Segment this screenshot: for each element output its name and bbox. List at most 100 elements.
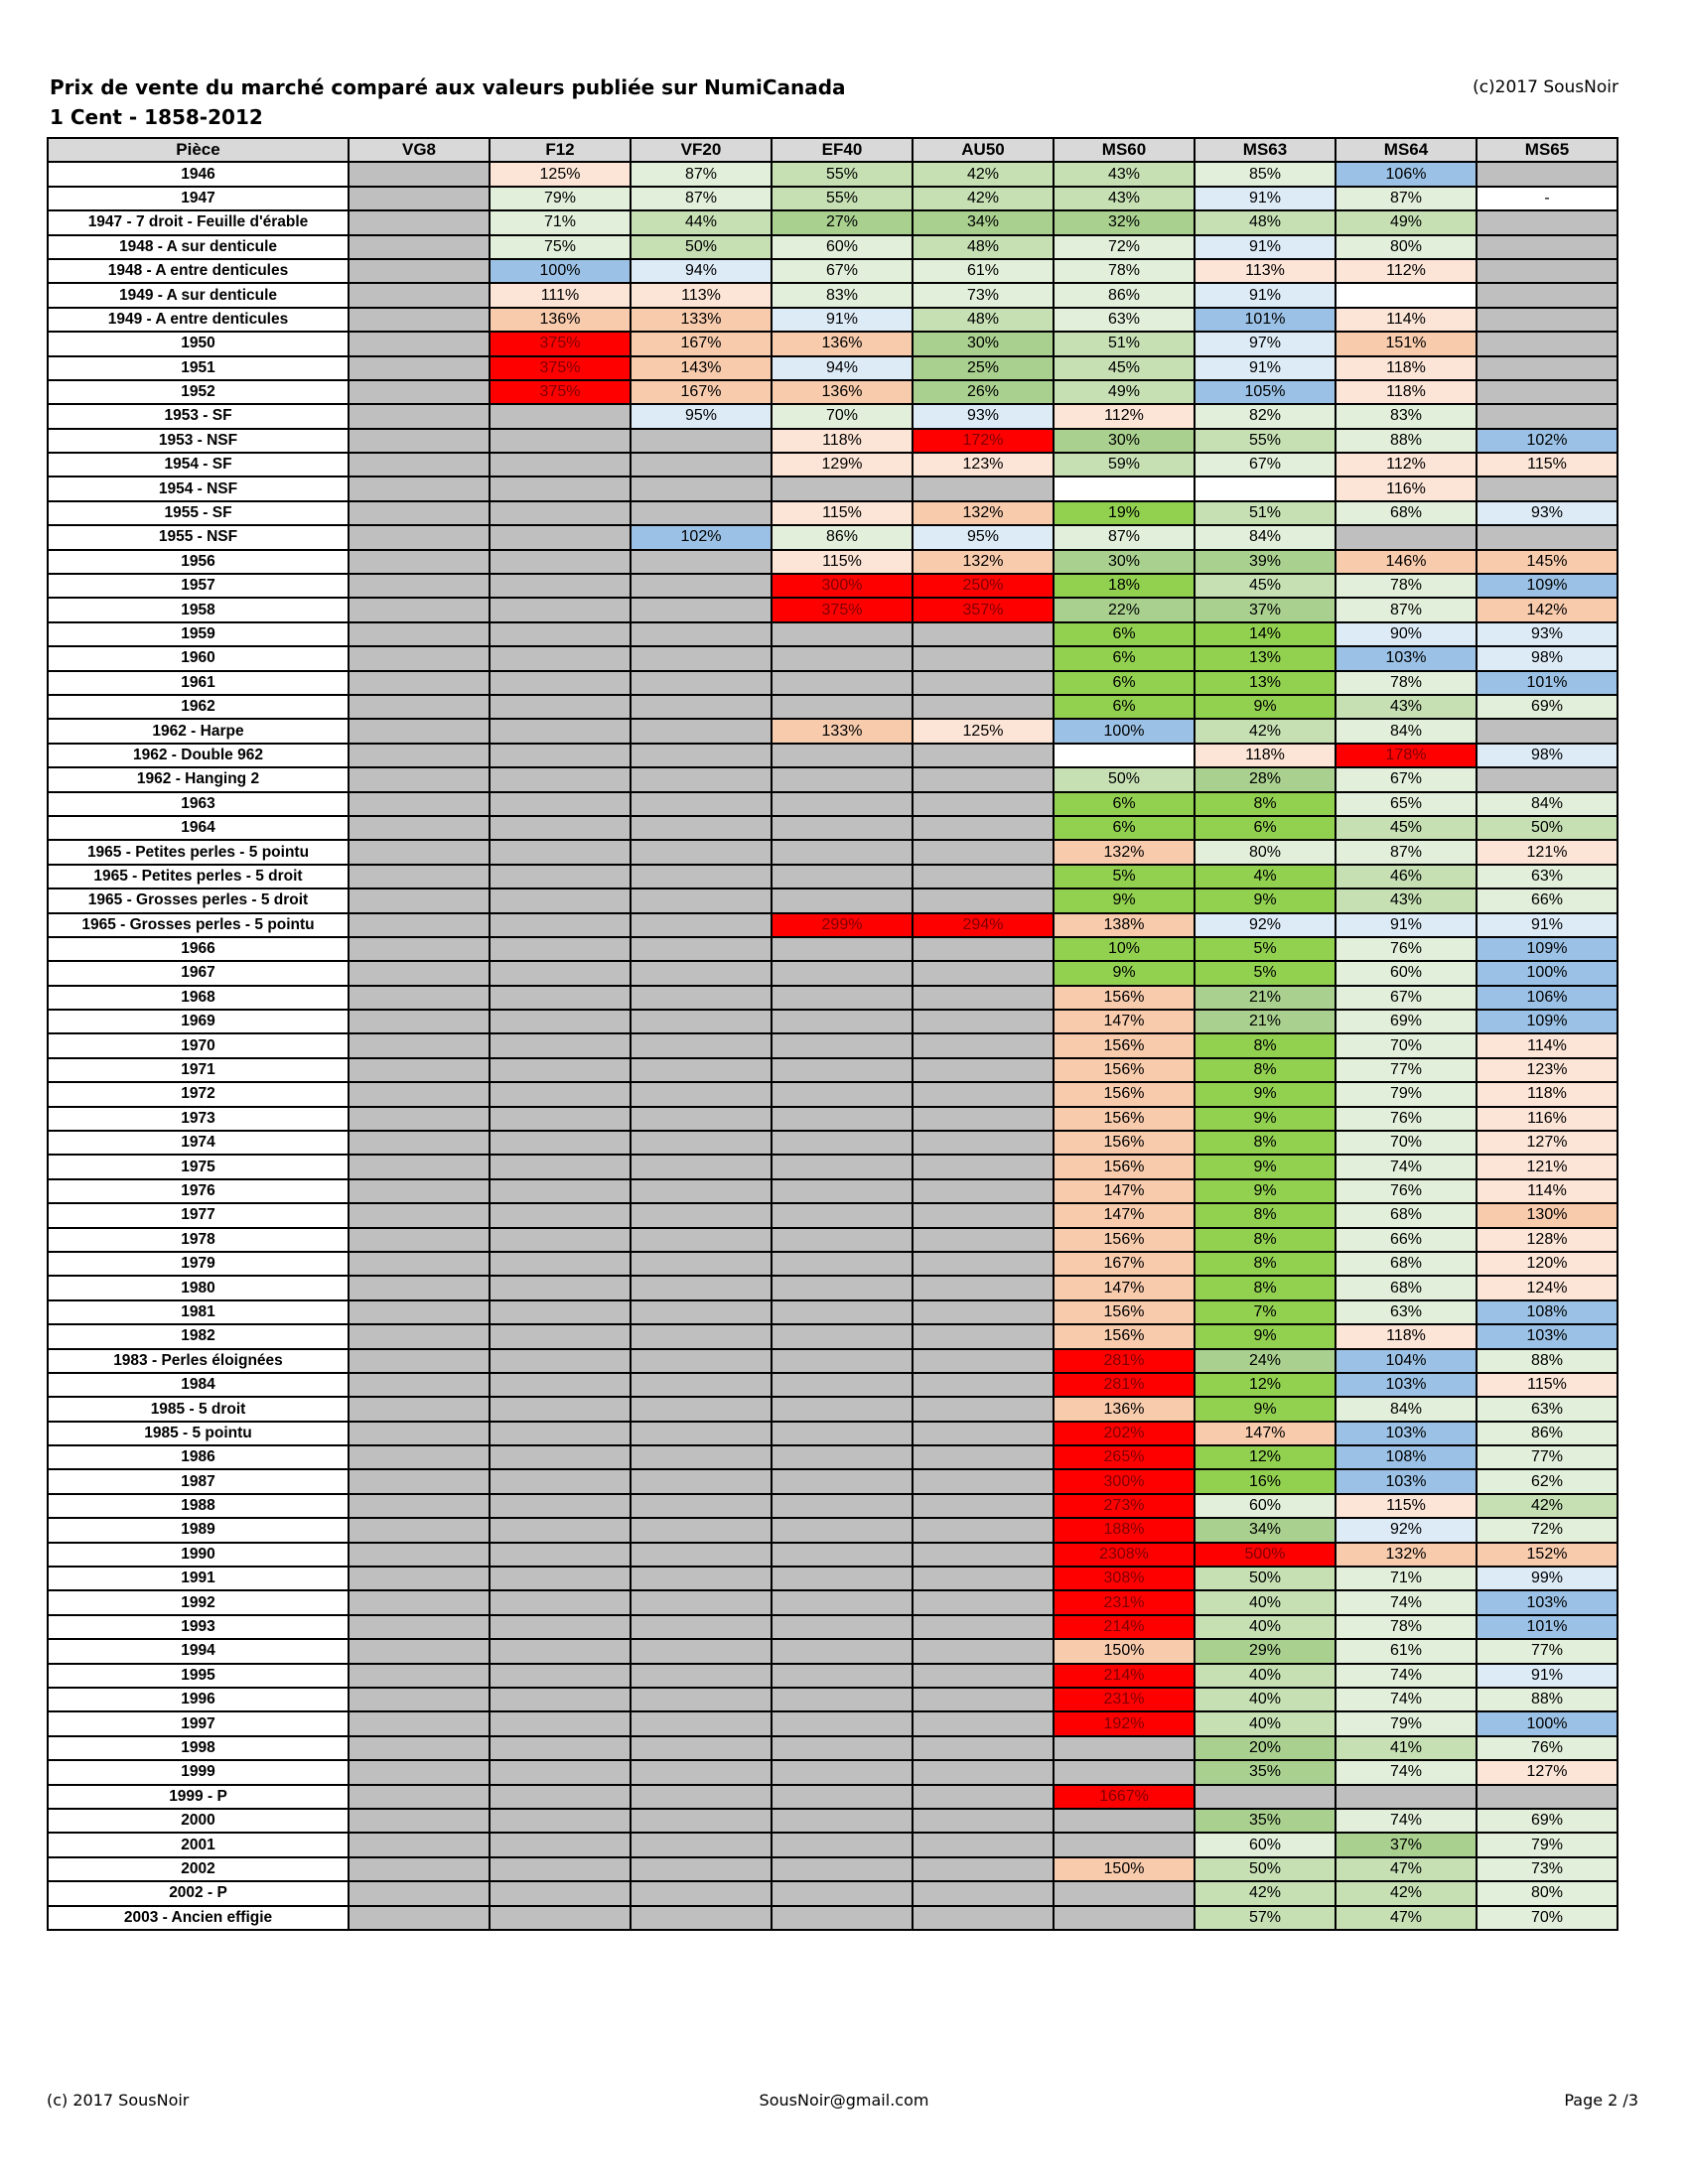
value-cell-ef40 bbox=[771, 960, 914, 987]
value-cell-ef40: 86% bbox=[771, 524, 914, 551]
value-cell-au50 bbox=[912, 620, 1055, 648]
value-cell-f12 bbox=[489, 693, 632, 721]
value-cell-ms64: 91% bbox=[1335, 911, 1477, 938]
value-cell-ms63: 24% bbox=[1194, 1347, 1336, 1374]
value-cell-ms60 bbox=[1053, 742, 1196, 769]
footer-email: SousNoir@gmail.com bbox=[759, 2091, 929, 2110]
value-cell-ms63: 5% bbox=[1194, 935, 1336, 963]
piece-name-cell: 1960 bbox=[47, 645, 350, 672]
value-cell-vg8 bbox=[348, 1613, 491, 1641]
value-cell-vg8 bbox=[348, 209, 491, 236]
value-cell-ms64: 108% bbox=[1335, 1444, 1477, 1471]
value-cell-ef40: 300% bbox=[771, 573, 914, 600]
value-cell-ms64: 112% bbox=[1335, 452, 1477, 478]
value-cell-ms60 bbox=[1053, 1880, 1196, 1907]
value-cell-ms63: 16% bbox=[1194, 1468, 1336, 1495]
value-cell-ms63: 28% bbox=[1194, 766, 1336, 793]
value-cell-ms60: 156% bbox=[1053, 1081, 1196, 1108]
value-cell-f12 bbox=[489, 1566, 632, 1592]
value-cell-f12 bbox=[489, 887, 632, 914]
value-cell-au50 bbox=[912, 935, 1055, 963]
table-row: 1983 - Perles éloignées 281% 24% 104% 88% bbox=[47, 1347, 1618, 1374]
value-cell-au50 bbox=[912, 1613, 1055, 1641]
value-cell-ef40 bbox=[771, 1226, 914, 1253]
value-cell-f12 bbox=[489, 403, 632, 430]
value-cell-ef40 bbox=[771, 1686, 914, 1713]
value-cell-au50 bbox=[912, 1323, 1055, 1350]
value-cell-vf20 bbox=[630, 1081, 773, 1108]
value-cell-ms65: 79% bbox=[1476, 1832, 1618, 1858]
value-cell-ms63: 91% bbox=[1194, 185, 1336, 212]
value-cell-ef40 bbox=[771, 1323, 914, 1350]
table-row: 1953 - NSF 118% 172% 30% 55% 88% 102% bbox=[47, 427, 1618, 455]
value-cell-vf20 bbox=[630, 960, 773, 987]
table-row: 1946 125% 87% 55% 42% 43% 85% 106% bbox=[47, 161, 1618, 188]
value-cell-ef40 bbox=[771, 693, 914, 721]
value-cell-ms65: 62% bbox=[1476, 1468, 1618, 1495]
column-header-ms65: MS65 bbox=[1476, 136, 1618, 164]
value-cell-ms65: 63% bbox=[1476, 863, 1618, 890]
value-cell-ms65: 128% bbox=[1476, 1226, 1618, 1253]
value-cell-ms63: 97% bbox=[1194, 331, 1336, 357]
value-cell-ef40: 83% bbox=[771, 282, 914, 309]
value-cell-vf20 bbox=[630, 766, 773, 793]
value-cell-ms64 bbox=[1335, 282, 1477, 309]
piece-name-cell: 1974 bbox=[47, 1129, 350, 1157]
value-cell-au50 bbox=[912, 1832, 1055, 1858]
value-cell-ms65: 152% bbox=[1476, 1541, 1618, 1569]
value-cell-au50 bbox=[912, 1105, 1055, 1133]
value-cell-f12: 111% bbox=[489, 282, 632, 309]
table-row: 1993 214% 40% 78% 101% bbox=[47, 1613, 1618, 1641]
piece-name-cell: 1985 - 5 droit bbox=[47, 1396, 350, 1423]
value-cell-vg8 bbox=[348, 282, 491, 309]
table-row: 1998 20% 41% 76% bbox=[47, 1734, 1618, 1762]
value-cell-ms65: 91% bbox=[1476, 911, 1618, 938]
value-cell-au50 bbox=[912, 1129, 1055, 1157]
piece-name-cell: 1967 bbox=[47, 960, 350, 987]
value-cell-ms65: - bbox=[1476, 185, 1618, 212]
value-cell-vg8 bbox=[348, 1129, 491, 1157]
value-cell-vf20 bbox=[630, 1226, 773, 1253]
value-cell-ms64: 42% bbox=[1335, 1880, 1477, 1907]
value-cell-au50 bbox=[912, 1347, 1055, 1374]
value-cell-vg8 bbox=[348, 1468, 491, 1495]
value-cell-ms65: 86% bbox=[1476, 1420, 1618, 1447]
table-row: 1990 2308% 500% 132% 152% bbox=[47, 1541, 1618, 1569]
value-cell-vg8 bbox=[348, 984, 491, 1012]
table-row: 1991 308% 50% 71% 99% bbox=[47, 1566, 1618, 1592]
table-row: 1999 - P 1667% bbox=[47, 1783, 1618, 1810]
value-cell-ms63: 91% bbox=[1194, 354, 1336, 381]
value-cell-vg8 bbox=[348, 960, 491, 987]
piece-name-cell: 1999 - P bbox=[47, 1783, 350, 1810]
value-cell-ms63: 34% bbox=[1194, 1517, 1336, 1544]
table-row: 1954 - NSF 116% bbox=[47, 476, 1618, 502]
value-cell-f12 bbox=[489, 1855, 632, 1883]
table-row: 1999 35% 74% 127% bbox=[47, 1759, 1618, 1786]
value-cell-ms65: 70% bbox=[1476, 1904, 1618, 1931]
value-cell-ms63: 82% bbox=[1194, 403, 1336, 430]
value-cell-vg8 bbox=[348, 1177, 491, 1205]
value-cell-ms64: 104% bbox=[1335, 1347, 1477, 1374]
value-cell-ms60: 231% bbox=[1053, 1589, 1196, 1616]
table-row: 1957 300% 250% 18% 45% 78% 109% bbox=[47, 573, 1618, 600]
value-cell-ef40 bbox=[771, 887, 914, 914]
table-row: 1955 - SF 115% 132% 19% 51% 68% 93% bbox=[47, 499, 1618, 527]
piece-name-cell: 1947 bbox=[47, 185, 350, 212]
value-cell-ms65: 130% bbox=[1476, 1202, 1618, 1229]
value-cell-ms60: 156% bbox=[1053, 1129, 1196, 1157]
value-cell-ef40: 118% bbox=[771, 427, 914, 455]
value-cell-ef40: 55% bbox=[771, 185, 914, 212]
value-cell-ms64 bbox=[1335, 524, 1477, 551]
value-cell-ms64: 43% bbox=[1335, 887, 1477, 914]
piece-name-cell: 1961 bbox=[47, 669, 350, 697]
table-row: 1971 156% 8% 77% 123% bbox=[47, 1056, 1618, 1084]
value-cell-ms63: 8% bbox=[1194, 790, 1336, 817]
table-row: 1976 147% 9% 76% 114% bbox=[47, 1177, 1618, 1205]
value-cell-ef40 bbox=[771, 1032, 914, 1059]
value-cell-au50 bbox=[912, 1589, 1055, 1616]
value-cell-ef40 bbox=[771, 814, 914, 842]
value-cell-ef40 bbox=[771, 1105, 914, 1133]
value-cell-au50: 42% bbox=[912, 161, 1055, 188]
piece-name-cell: 1980 bbox=[47, 1275, 350, 1301]
value-cell-f12 bbox=[489, 1541, 632, 1569]
